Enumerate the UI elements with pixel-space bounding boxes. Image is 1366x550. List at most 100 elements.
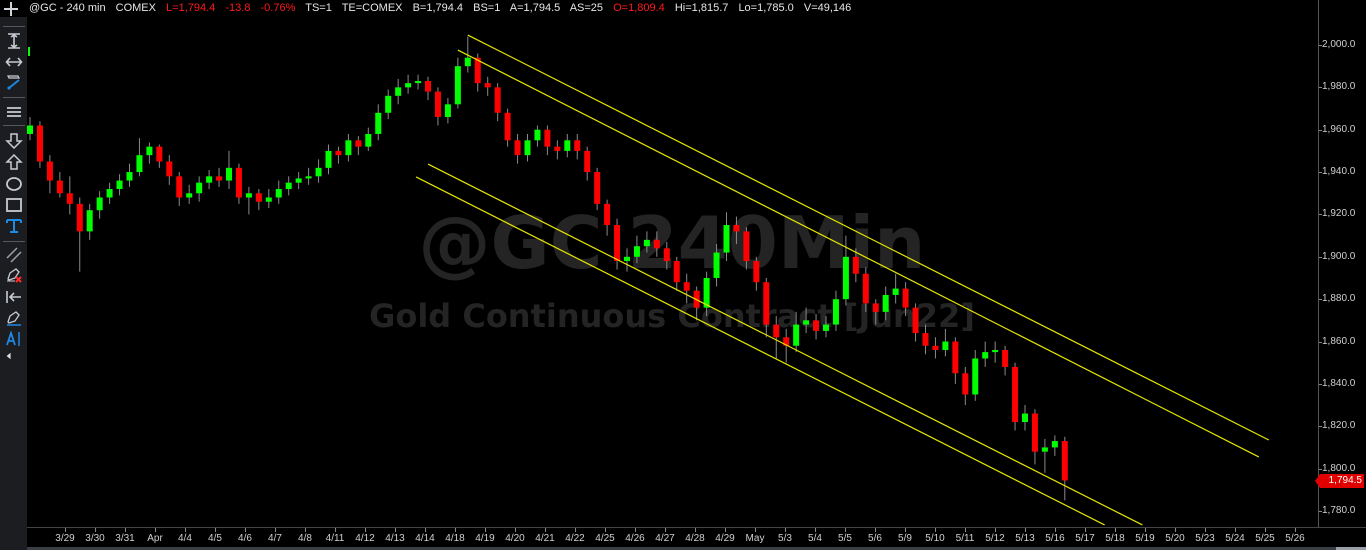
candle-body <box>474 57 481 84</box>
candle <box>743 227 750 270</box>
price-axis[interactable]: 2,000.0 1,980.0 1,960.0 1,940.0 1,920.0 1,900… <box>1319 0 1366 527</box>
time-tick <box>1175 528 1176 532</box>
time-tick <box>275 528 276 532</box>
time-label: 4/27 <box>655 533 675 544</box>
crosshair-button[interactable] <box>3 1 23 17</box>
vertical-resize-button[interactable] <box>3 32 25 50</box>
text-label-button[interactable] <box>3 330 25 348</box>
collapse-toolbar-button[interactable] <box>2 347 16 365</box>
time-label: 5/24 <box>1225 533 1245 544</box>
candle <box>713 244 720 287</box>
scrollbar-thumb[interactable] <box>1336 547 1366 550</box>
candle <box>524 133 531 162</box>
price-label: 1,840.0 <box>1322 377 1356 389</box>
arrow-up-icon <box>5 154 23 170</box>
candle <box>1061 436 1068 501</box>
candle <box>36 121 43 168</box>
candle-body <box>106 189 113 198</box>
candle-body <box>1051 441 1058 448</box>
pen-icon <box>7 311 21 326</box>
channel-trendline[interactable] <box>467 34 1270 441</box>
candle <box>355 136 362 156</box>
candle-body <box>434 91 441 118</box>
candle-body <box>773 324 780 338</box>
candle-body <box>295 178 302 183</box>
candle <box>922 324 929 355</box>
candle-body <box>813 320 820 331</box>
price-label: 2,000.0 <box>1322 39 1356 50</box>
price-tick <box>1319 87 1322 89</box>
toolbar-divider <box>3 241 25 242</box>
rectangle-button[interactable] <box>3 196 25 214</box>
candle <box>434 87 441 126</box>
candle <box>176 172 183 206</box>
trendline-pencil-icon <box>7 75 20 90</box>
symbol-label[interactable]: @GC - 240 min <box>29 2 106 14</box>
time-tick <box>995 528 996 532</box>
candle <box>1031 409 1038 465</box>
ellipse-button[interactable] <box>3 175 25 193</box>
time-axis[interactable]: 3/29 3/30 3/31 Apr 4/4 4/5 4/6 4/7 4/8 4/11 4/12 4/… <box>27 527 1366 549</box>
price-tick <box>1319 45 1322 46</box>
menu-button[interactable] <box>3 103 25 121</box>
text-button[interactable] <box>3 217 25 235</box>
time-label: 4/21 <box>535 533 555 544</box>
candle <box>216 167 223 187</box>
candle-body <box>852 256 859 274</box>
arrow-up-button[interactable] <box>3 153 25 171</box>
price-chart[interactable]: @GC 240Min Gold Continuous Contract [Jun… <box>27 0 1318 527</box>
candle <box>643 231 650 253</box>
arrow-left-bar-icon <box>6 291 21 303</box>
candle <box>385 89 392 120</box>
candle <box>375 104 382 141</box>
horizontal-resize-button[interactable] <box>3 53 25 71</box>
te-value: TE=COMEX <box>341 2 403 14</box>
candle <box>484 76 491 96</box>
time-label: 5/25 <box>1255 533 1275 544</box>
candle <box>673 256 680 291</box>
candle <box>872 299 879 325</box>
time-label: 3/31 <box>115 533 135 544</box>
time-tick <box>605 528 606 532</box>
candle-body <box>116 180 123 190</box>
candle-body <box>375 112 382 134</box>
time-label: 5/23 <box>1195 533 1215 544</box>
candle-body <box>574 140 581 151</box>
candle <box>86 203 93 240</box>
pen-button[interactable] <box>3 309 25 327</box>
candle-body <box>882 294 889 312</box>
candle-body <box>385 95 392 113</box>
time-tick <box>575 528 576 532</box>
candle <box>663 241 670 270</box>
candle-body <box>753 261 760 283</box>
horizontal-scrollbar[interactable] <box>27 547 1366 550</box>
candle <box>156 144 163 168</box>
arrow-down-button[interactable] <box>3 132 25 150</box>
candle-body <box>146 146 153 156</box>
candle-body <box>594 172 601 204</box>
candle <box>763 277 770 338</box>
arrow-down-icon <box>5 133 23 149</box>
candle-body <box>196 182 203 194</box>
text-icon <box>6 219 22 233</box>
time-label: 5/20 <box>1165 533 1185 544</box>
candle-body <box>136 155 143 173</box>
candle <box>106 182 113 204</box>
price-tick <box>1319 341 1322 343</box>
jump-to-start-button[interactable] <box>3 288 25 306</box>
channel-trendline[interactable] <box>415 176 1105 526</box>
channel-trendline[interactable] <box>457 49 1260 458</box>
time-label: 5/6 <box>868 533 882 544</box>
price-label: 1,880.0 <box>1322 293 1356 305</box>
candle-body <box>604 203 611 226</box>
price-label: 1,900.0 <box>1322 250 1356 262</box>
channel-trendline[interactable] <box>427 163 1143 526</box>
time-tick <box>545 528 546 532</box>
parallel-channel-button[interactable] <box>3 246 25 264</box>
time-label: 5/19 <box>1135 533 1155 544</box>
candle-body <box>76 203 83 232</box>
remove-drawings-button[interactable] <box>3 266 25 284</box>
trendline-button[interactable] <box>3 73 25 91</box>
candle-body <box>952 341 959 374</box>
drawing-toolbar <box>0 17 27 550</box>
